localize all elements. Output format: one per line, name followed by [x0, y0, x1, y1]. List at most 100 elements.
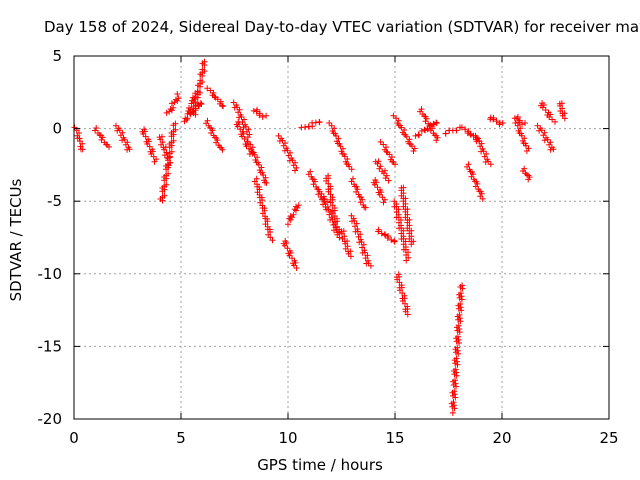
data-arc — [370, 177, 388, 206]
data-arc — [275, 132, 300, 174]
grid-lines — [74, 56, 609, 419]
data-arc — [251, 175, 276, 244]
data-arc — [448, 282, 466, 416]
data-point-plus — [534, 122, 557, 153]
data-arc — [512, 120, 532, 154]
y-tick-label: -10 — [38, 265, 63, 283]
data-point-plus — [184, 100, 205, 122]
y-tick-label: -15 — [38, 337, 63, 355]
data-point-plus — [326, 120, 355, 173]
y-tick-label: 5 — [52, 47, 62, 65]
data-arc — [250, 106, 270, 120]
data-point-plus — [417, 106, 441, 144]
data-arc — [318, 190, 342, 236]
data-arc — [412, 119, 440, 139]
data-point-plus — [512, 120, 532, 154]
x-tick-label: 10 — [278, 429, 297, 447]
data-point-plus — [464, 161, 486, 202]
data-arc — [538, 100, 558, 125]
data-arc — [398, 184, 417, 248]
data-point-plus — [318, 190, 342, 236]
data-arc — [244, 138, 270, 186]
data-arc — [181, 88, 201, 125]
x-axis-label: GPS time / hours — [257, 456, 383, 474]
axis-ticks: 0 5 10 15 20 25 5 0 -5 -10 -15 -20 — [38, 47, 619, 447]
data-arc — [534, 122, 557, 153]
data-arc — [390, 112, 418, 154]
x-tick-label: 5 — [176, 429, 186, 447]
data-arc — [556, 100, 568, 122]
data-point-plus — [181, 88, 201, 125]
x-tick-label: 15 — [385, 429, 404, 447]
data-arc — [391, 198, 412, 264]
data-arc — [393, 271, 411, 318]
data-point-plus — [442, 124, 463, 137]
data-point-plus — [412, 119, 440, 139]
data-point-plus — [348, 212, 374, 269]
data-point-plus — [250, 106, 270, 120]
data-marks — [71, 58, 568, 416]
data-arc — [113, 122, 133, 153]
data-arc — [157, 120, 179, 204]
data-arc — [280, 238, 300, 271]
data-point-plus — [556, 100, 568, 122]
data-point-plus — [204, 85, 227, 110]
data-point-plus — [113, 122, 133, 153]
data-point-plus — [203, 117, 226, 153]
data-arc — [372, 158, 392, 184]
data-arc — [204, 85, 227, 110]
x-tick-label: 0 — [69, 429, 79, 447]
data-point-plus — [393, 271, 411, 318]
data-point-plus — [298, 118, 323, 131]
data-arc — [348, 212, 374, 269]
data-point-plus — [244, 138, 270, 186]
y-tick-label: -5 — [47, 192, 62, 210]
data-arc — [519, 165, 533, 183]
data-arc — [298, 118, 323, 131]
x-tick-label: 25 — [599, 429, 618, 447]
y-axis-label: SDTVAR / TECUs — [7, 178, 25, 302]
data-point-plus — [398, 184, 417, 248]
data-arc — [285, 202, 302, 228]
data-arc — [472, 132, 494, 168]
data-arc — [338, 228, 354, 260]
data-point-plus — [139, 126, 160, 165]
plot-frame — [73, 55, 610, 420]
data-point-plus — [285, 202, 302, 228]
data-point-plus — [487, 114, 506, 128]
data-point-plus — [377, 138, 398, 168]
data-arc — [230, 99, 253, 141]
data-point-plus — [511, 114, 528, 128]
data-arc — [184, 100, 205, 122]
data-arc — [203, 117, 226, 153]
data-point-plus — [348, 175, 369, 211]
data-point-plus — [323, 172, 343, 241]
data-arc — [442, 124, 463, 137]
data-point-plus — [157, 120, 179, 204]
data-point-plus — [251, 175, 276, 244]
chart-title: Day 158 of 2024, Sidereal Day-to-day VTE… — [44, 18, 640, 36]
data-arc — [163, 91, 182, 116]
data-point-plus — [92, 125, 112, 150]
data-point-plus — [519, 165, 533, 183]
data-point-plus — [372, 158, 392, 184]
data-arc — [464, 161, 486, 202]
data-arc — [326, 120, 355, 173]
y-tick-label: -20 — [38, 410, 63, 428]
data-point-plus — [280, 238, 300, 271]
data-point-plus — [448, 282, 466, 416]
data-arc — [92, 125, 112, 150]
data-point-plus — [275, 132, 300, 174]
data-arc — [139, 126, 160, 165]
data-point-plus — [370, 177, 388, 206]
data-point-plus — [375, 226, 398, 245]
data-point-plus — [391, 198, 412, 264]
data-arc — [487, 114, 506, 128]
x-tick-label: 20 — [492, 429, 511, 447]
data-point-plus — [390, 112, 418, 154]
data-point-plus — [538, 100, 558, 125]
data-arc — [417, 106, 441, 144]
data-arc — [375, 226, 398, 245]
data-point-plus — [338, 228, 354, 260]
